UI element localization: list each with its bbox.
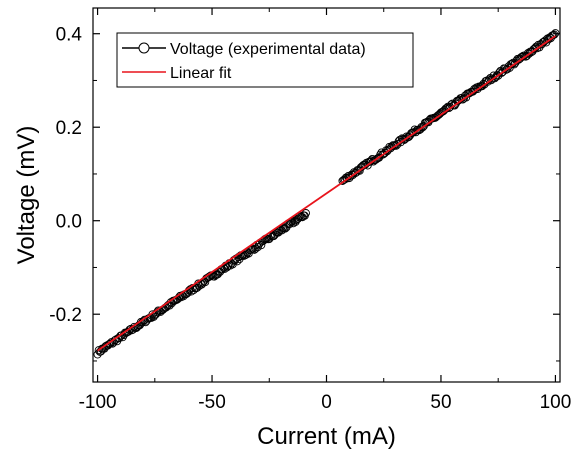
x-tick-label: 50	[430, 392, 451, 413]
data-point	[257, 241, 266, 250]
y-tick-label: 0.2	[56, 118, 82, 139]
fit-line	[97, 35, 556, 352]
data-point	[233, 257, 242, 266]
x-axis-title: Current (mA)	[257, 423, 396, 450]
axis-ticks	[93, 8, 560, 382]
legend: Voltage (experimental data) Linear fit	[116, 32, 414, 88]
legend-marker-circle-experimental	[138, 42, 150, 54]
x-tick-label: 100	[540, 392, 572, 413]
y-axis-title: Voltage (mV)	[13, 126, 40, 265]
data-point	[276, 225, 285, 234]
legend-label-experimental: Voltage (experimental data)	[170, 41, 366, 58]
legend-label-fit: Linear fit	[170, 65, 232, 82]
x-tick-label: -50	[198, 392, 225, 413]
data-point	[301, 209, 310, 218]
legend-box	[116, 32, 414, 88]
fit-line-group	[97, 35, 556, 352]
y-tick-label: 0.0	[56, 212, 82, 233]
x-tick-label: -100	[79, 392, 117, 413]
data-point	[550, 30, 559, 39]
tick-labels: -100 -50 0 50 100 -0.2 0.0 0.2 0.4	[49, 25, 571, 413]
y-tick-label: -0.2	[49, 305, 82, 326]
x-tick-label: 0	[321, 392, 332, 413]
y-tick-label: 0.4	[56, 25, 83, 46]
